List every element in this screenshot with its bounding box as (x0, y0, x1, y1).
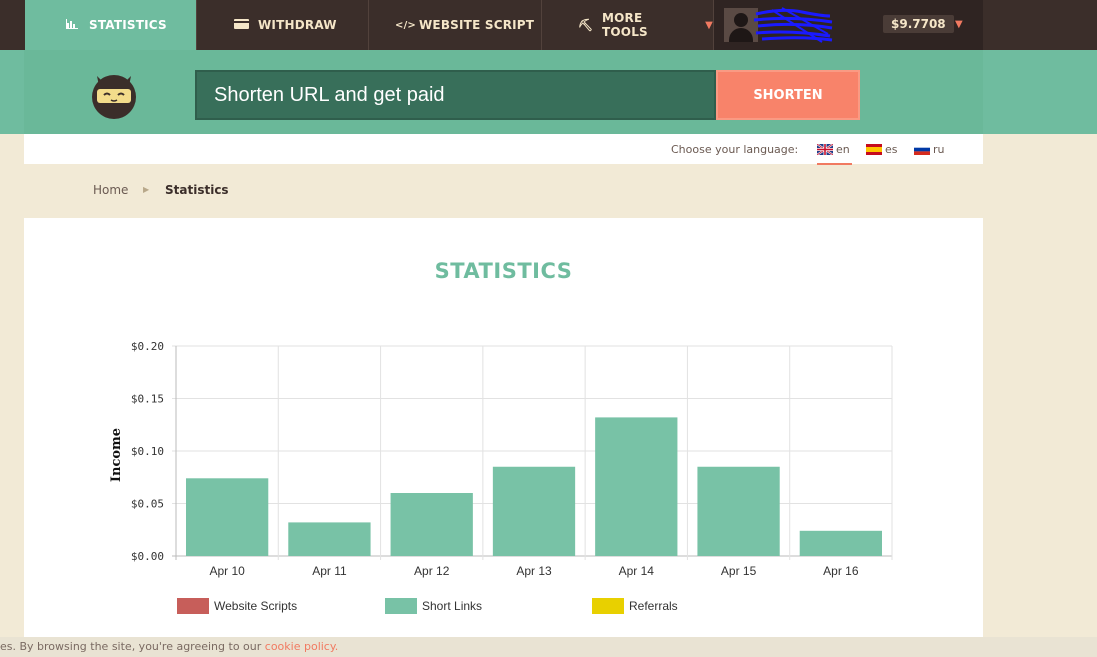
x-tick-label: Apr 12 (414, 564, 450, 578)
redacted-username-scribble (753, 7, 833, 43)
spain-flag-icon (866, 144, 882, 155)
legend-short-links[interactable]: Short Links (385, 598, 482, 614)
legend-label: Referrals (629, 599, 678, 613)
lang-ru[interactable]: ru (914, 143, 945, 156)
bar-short-links (595, 417, 678, 556)
y-axis-label: Income (109, 428, 124, 482)
wrench-icon: ⛏ (578, 18, 594, 32)
breadcrumb-home[interactable]: Home (93, 183, 129, 197)
bar-chart-icon (65, 18, 79, 32)
bar-short-links (799, 530, 882, 556)
bar-short-links (288, 522, 371, 556)
url-input[interactable]: Shorten URL and get paid (195, 70, 716, 120)
y-tick-label: $0.15 (131, 393, 164, 406)
chevron-down-icon: ▼ (705, 19, 713, 31)
x-tick-label: Apr 11 (312, 564, 347, 578)
bar-short-links (186, 478, 269, 556)
cookie-notice: es. By browsing the site, you're agreein… (0, 637, 1097, 657)
lang-es-label: es (885, 143, 898, 156)
x-tick-label: Apr 10 (209, 564, 245, 578)
legend-label: Short Links (422, 599, 483, 613)
legend-swatch (385, 598, 417, 614)
avatar (724, 8, 758, 42)
x-tick-label: Apr 16 (823, 564, 859, 578)
legend-website-scripts[interactable]: Website Scripts (177, 598, 297, 614)
y-tick-label: $0.05 (131, 498, 164, 511)
legend-swatch (177, 598, 209, 614)
nav-website-script[interactable]: </> WEBSITE SCRIPT (369, 0, 542, 50)
breadcrumb-separator-icon: ▶ (143, 185, 150, 194)
nav-withdraw[interactable]: WITHDRAW (197, 0, 369, 50)
language-bar: Choose your language: en es ru (24, 134, 983, 165)
nav-more-tools[interactable]: ⛏ MORE TOOLS ▼ (542, 0, 714, 50)
nav-statistics-label: STATISTICS (89, 18, 167, 32)
x-tick-label: Apr 13 (516, 564, 552, 578)
y-tick-label: $0.20 (131, 340, 164, 353)
lang-en-label: en (836, 143, 850, 156)
cookie-text: es. By browsing the site, you're agreein… (0, 640, 265, 653)
legend-label: Website Scripts (214, 599, 298, 613)
shorten-button[interactable]: SHORTEN (716, 70, 860, 120)
cookie-policy-link[interactable]: cookie policy. (264, 640, 339, 653)
y-tick-label: $0.10 (131, 445, 164, 458)
language-label: Choose your language: (671, 143, 799, 156)
y-tick-label: $0.00 (131, 550, 164, 563)
x-tick-label: Apr 15 (721, 564, 757, 578)
bar-short-links (492, 466, 576, 556)
income-bar-chart: $0.00 $0.05 $0.10 $0.15 $0.20 Apr 10 Apr 11 Apr… (109, 340, 893, 578)
lang-ru-label: ru (933, 143, 945, 156)
page-title: STATISTICS (434, 259, 573, 283)
nav-withdraw-label: WITHDRAW (258, 18, 337, 32)
credit-card-icon (234, 18, 249, 32)
nav-website-script-label: WEBSITE SCRIPT (419, 18, 535, 32)
lang-en[interactable]: en (817, 143, 852, 165)
statistics-panel (24, 218, 983, 637)
breadcrumb-current: Statistics (165, 183, 229, 197)
bar-short-links (697, 466, 780, 556)
russia-flag-icon (914, 144, 930, 155)
chevron-down-icon[interactable]: ▼ (955, 19, 963, 30)
nav-statistics[interactable]: STATISTICS (25, 0, 197, 50)
lang-es[interactable]: es (866, 143, 898, 156)
nav-more-tools-label: MORE TOOLS (602, 11, 648, 39)
balance-badge[interactable]: $9.7708 (883, 15, 954, 33)
uk-flag-icon (817, 144, 833, 155)
ninja-logo-icon[interactable] (91, 70, 137, 120)
legend-referrals[interactable]: Referrals (592, 598, 678, 614)
code-icon: </> (395, 19, 417, 31)
legend-swatch (592, 598, 624, 614)
top-navigation: STATISTICS WITHDRAW </> WEBSITE SCRIPT ⛏… (0, 0, 1097, 50)
x-tick-label: Apr 14 (619, 564, 655, 578)
bar-short-links (390, 493, 473, 556)
user-menu[interactable]: $9.7708 ▼ (714, 0, 983, 50)
